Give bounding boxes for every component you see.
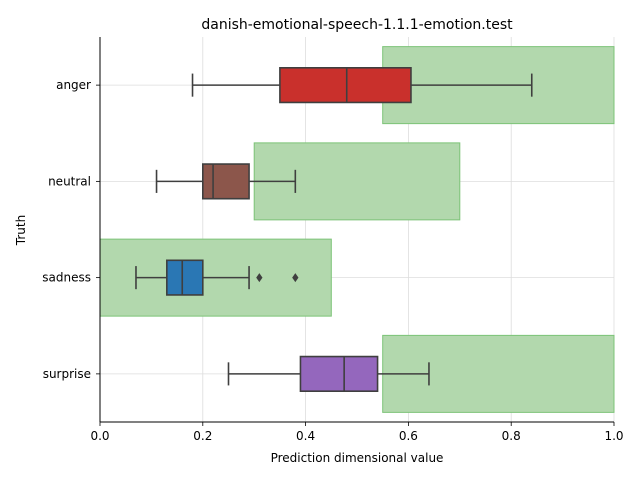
outlier-sadness [256,273,263,283]
chart-title: danish-emotional-speech-1.1.1-emotion.te… [201,17,513,33]
x-tick-label: 0.6 [399,429,418,443]
x-tick-label: 0.2 [193,429,212,443]
x-tick-label: 0.4 [296,429,315,443]
x-tick-label: 0.0 [90,429,109,443]
axes: 0.0 0.2 0.4 0.6 0.8 1.0 anger neutral sadness sur… [42,37,624,443]
box-sadness [166,259,204,296]
box-anger [279,67,412,104]
y-tick-label: neutral [48,174,91,188]
x-tick-label: 1.0 [604,429,623,443]
outlier-sadness [292,273,299,283]
box-surprise [299,355,379,392]
y-axis-label: Truth [14,215,28,246]
y-tick-label: sadness [42,271,91,285]
y-tick-label: surprise [43,367,91,381]
x-axis-label: Prediction dimensional value [271,451,444,465]
x-tick-label: 0.8 [502,429,521,443]
boxes [135,67,533,392]
box-neutral [202,163,250,200]
y-tick-label: anger [56,78,91,92]
